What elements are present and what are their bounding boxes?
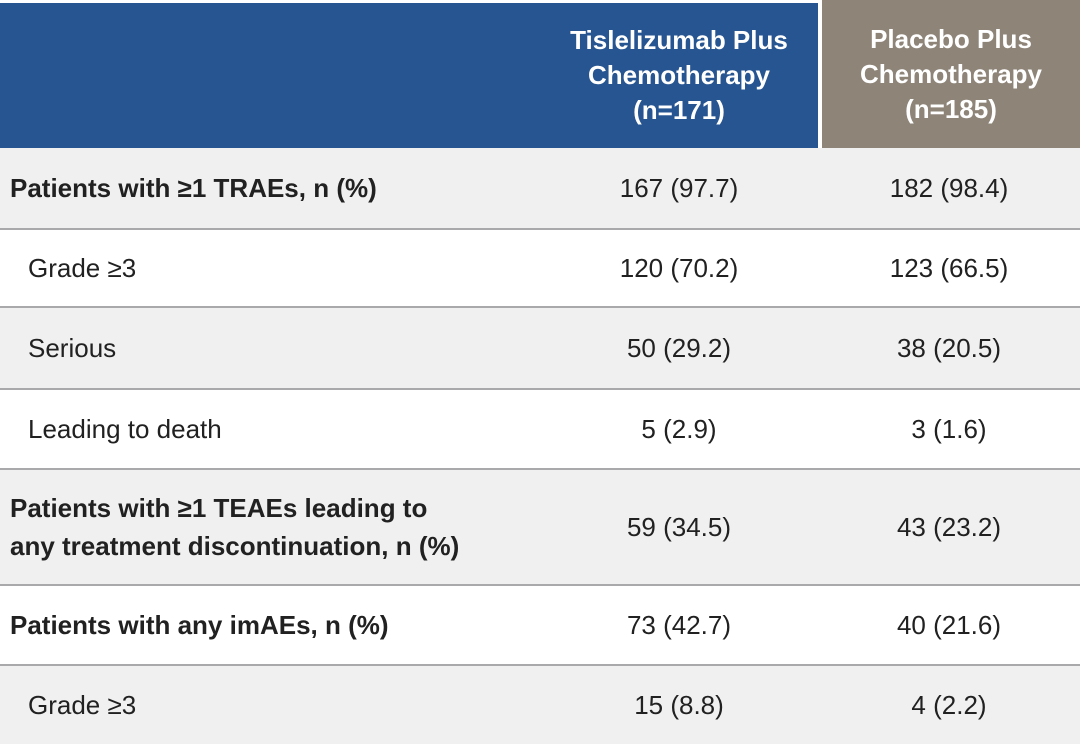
row-label: Patients with ≥1 TEAEs leading to any tr…	[10, 493, 460, 561]
tislelizumab-value: 59 (34.5)	[626, 511, 732, 542]
table-row-traes: Patients with ≥1 TRAEs, n (%) 167 (97.7)…	[0, 148, 1080, 230]
row-label: Patients with any imAEs, n (%)	[10, 610, 389, 640]
tislelizumab-value: 5 (2.9)	[641, 413, 717, 444]
row-label: Leading to death	[28, 414, 222, 444]
header-column-gap	[818, 0, 822, 148]
placebo-value: 38 (20.5)	[896, 332, 1002, 363]
table-row-traes-serious: Serious 50 (29.2) 38 (20.5)	[0, 308, 1080, 390]
placebo-value: 4 (2.2)	[911, 689, 987, 720]
tislelizumab-value: 120 (70.2)	[619, 252, 739, 283]
row-label: Serious	[28, 333, 117, 363]
placebo-value: 43 (23.2)	[896, 511, 1002, 542]
table-row-traes-grade3: Grade ≥3 120 (70.2) 123 (66.5)	[0, 230, 1080, 308]
placebo-value: 123 (66.5)	[889, 252, 1009, 283]
tislelizumab-value: 167 (97.7)	[619, 172, 739, 203]
row-label: Grade ≥3	[28, 253, 137, 283]
header-tislelizumab-column: Tislelizumab Plus Chemotherapy (n=171)	[540, 3, 818, 148]
table-body: Patients with ≥1 TRAEs, n (%) 167 (97.7)…	[0, 148, 1080, 744]
table-row-imaes: Patients with any imAEs, n (%) 73 (42.7)…	[0, 586, 1080, 666]
table-header-row: Tislelizumab Plus Chemotherapy (n=171) P…	[0, 0, 1080, 148]
tislelizumab-value: 15 (8.8)	[634, 689, 724, 720]
tislelizumab-value: 50 (29.2)	[626, 332, 732, 363]
header-placebo-column: Placebo Plus Chemotherapy (n=185)	[822, 0, 1080, 148]
header-corner-cell	[0, 3, 540, 148]
table-row-traes-death: Leading to death 5 (2.9) 3 (1.6)	[0, 390, 1080, 470]
row-label: Patients with ≥1 TRAEs, n (%)	[10, 173, 377, 203]
row-label: Grade ≥3	[28, 690, 137, 720]
table-row-imaes-grade3: Grade ≥3 15 (8.8) 4 (2.2)	[0, 666, 1080, 744]
placebo-value: 40 (21.6)	[896, 609, 1002, 640]
placebo-value: 3 (1.6)	[911, 413, 987, 444]
tislelizumab-value: 73 (42.7)	[626, 609, 732, 640]
table-row-teaes-discontinuation: Patients with ≥1 TEAEs leading to any tr…	[0, 470, 1080, 586]
placebo-value: 182 (98.4)	[889, 172, 1009, 203]
